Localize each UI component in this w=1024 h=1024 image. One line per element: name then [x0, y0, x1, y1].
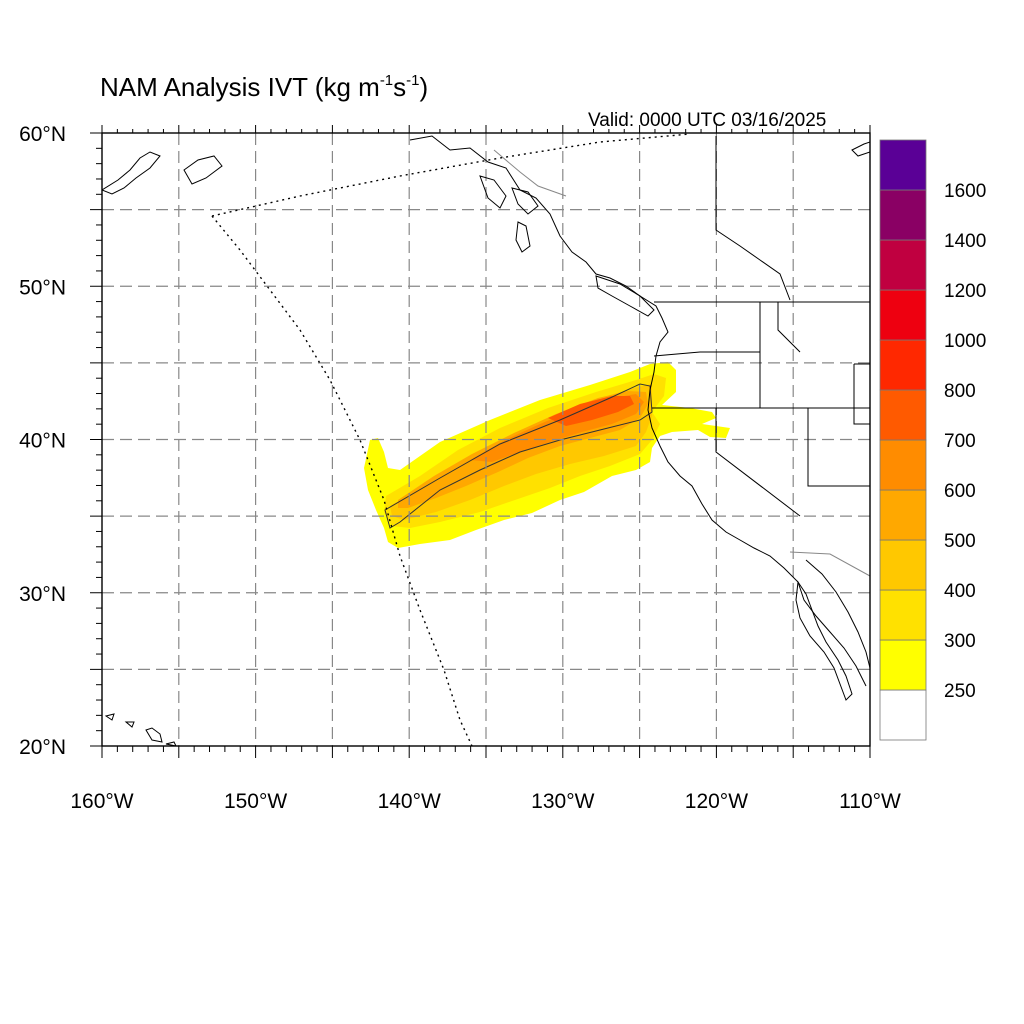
colorbar-swatch	[879, 339, 927, 391]
lat-tick-label: 20°N	[19, 736, 66, 759]
colorbar-label: 1000	[944, 331, 986, 352]
border-canada-provinces	[715, 136, 791, 301]
map-gridlines	[102, 133, 870, 746]
nam-domain-boundary	[211, 133, 691, 217]
colorbar-swatch	[879, 389, 927, 441]
colorbar-swatch	[879, 639, 927, 691]
colorbar-swatch	[879, 689, 927, 741]
colorbar-label: 500	[944, 531, 976, 552]
island-vancouver	[595, 275, 655, 317]
coastline-alaska-bc	[409, 135, 867, 687]
axis-ticks	[90, 125, 871, 758]
island-haida-gwaii	[515, 221, 531, 253]
colorbar-label: 300	[944, 631, 976, 652]
coastline-alaska-northeast	[851, 141, 870, 157]
colorbar-label: 1400	[944, 231, 986, 252]
border-states-west	[652, 302, 870, 517]
colorbar-label: 400	[944, 581, 976, 602]
coastlines	[102, 133, 870, 746]
axis-tick-labels: 160°W 150°W 140°W 130°W 120°W 110°W 60°N 50°N 40…	[19, 123, 901, 813]
coastline-mexico-mainland	[805, 559, 870, 669]
colorbar-swatch	[879, 139, 927, 191]
lat-tick-label: 50°N	[19, 276, 66, 299]
colorbar-label: 700	[944, 431, 976, 452]
coastline-alaska-gulf	[102, 151, 161, 195]
lat-tick-label: 60°N	[19, 123, 66, 146]
colorbar-swatch	[879, 539, 927, 591]
lon-tick-label: 160°W	[70, 790, 133, 813]
coastline-baja	[795, 580, 853, 701]
colorbar-label: 800	[944, 381, 976, 402]
colorbar-swatch	[879, 589, 927, 641]
ivt-field	[364, 362, 730, 548]
colorbar-swatch	[879, 239, 927, 291]
nam-domain-boundary-west	[211, 215, 473, 746]
border-us-mexico	[789, 551, 870, 577]
colorbar-label: 1600	[944, 181, 986, 202]
island-kodiak	[183, 155, 223, 185]
colorbar-swatch	[879, 189, 927, 241]
islands-se-alaska	[479, 175, 539, 215]
ivt-contour-line	[384, 383, 653, 529]
lon-tick-label: 130°W	[531, 790, 594, 813]
colorbar-swatch	[879, 289, 927, 341]
lat-tick-label: 30°N	[19, 583, 66, 606]
ivt-band-800	[548, 396, 634, 426]
colorbar: 250 300 400 500 600 700 800 1000 1200 1400 1600	[879, 139, 986, 741]
chart-title: NAM Analysis IVT (kg m-1s-1)	[100, 72, 429, 102]
colorbar-label: 1200	[944, 281, 986, 302]
lat-tick-label: 40°N	[19, 430, 66, 453]
border-canada-alaska	[493, 149, 567, 197]
valid-time-label: Valid: 0000 UTC 03/16/2025	[588, 110, 827, 131]
lon-tick-label: 150°W	[224, 790, 287, 813]
colorbar-swatch	[879, 489, 927, 541]
colorbar-label: 250	[944, 681, 976, 702]
colorbar-swatch	[879, 439, 927, 491]
islands-hawaii	[104, 713, 177, 746]
colorbar-label: 600	[944, 481, 976, 502]
lon-tick-label: 110°W	[839, 790, 901, 813]
lon-tick-label: 120°W	[685, 790, 748, 813]
lon-tick-label: 140°W	[378, 790, 441, 813]
